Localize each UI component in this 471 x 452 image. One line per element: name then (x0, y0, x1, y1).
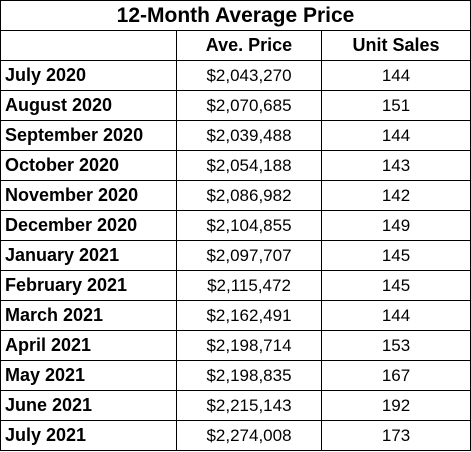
month-cell: May 2021 (0, 360, 177, 391)
unit-sales-cell: 173 (320, 420, 471, 451)
title-row: 12-Month Average Price (0, 0, 471, 31)
ave-price-column-header: Ave. Price (176, 30, 322, 61)
month-column-header (0, 30, 177, 61)
table-row: May 2021 $2,198,835 167 (0, 360, 471, 391)
unit-sales-cell: 144 (320, 60, 471, 91)
unit-sales-column-header: Unit Sales (320, 30, 471, 61)
ave-price-cell: $2,097,707 (176, 240, 322, 271)
table-row: December 2020 $2,104,855 149 (0, 210, 471, 241)
table-row: July 2020 $2,043,270 144 (0, 60, 471, 91)
table-row: September 2020 $2,039,488 144 (0, 120, 471, 151)
ave-price-cell: $2,086,982 (176, 180, 322, 211)
month-cell: January 2021 (0, 240, 177, 271)
month-cell: March 2021 (0, 300, 177, 331)
ave-price-cell: $2,039,488 (176, 120, 322, 151)
month-cell: November 2020 (0, 180, 177, 211)
unit-sales-cell: 144 (320, 300, 471, 331)
month-cell: August 2020 (0, 90, 177, 121)
ave-price-cell: $2,274,008 (176, 420, 322, 451)
table-row: April 2021 $2,198,714 153 (0, 330, 471, 361)
ave-price-cell: $2,198,714 (176, 330, 322, 361)
ave-price-cell: $2,043,270 (176, 60, 322, 91)
ave-price-cell: $2,115,472 (176, 270, 322, 301)
month-cell: June 2021 (0, 390, 177, 421)
header-row: Ave. Price Unit Sales (0, 30, 471, 61)
month-cell: July 2021 (0, 420, 177, 451)
ave-price-cell: $2,054,188 (176, 150, 322, 181)
ave-price-cell: $2,104,855 (176, 210, 322, 241)
unit-sales-cell: 151 (320, 90, 471, 121)
ave-price-cell: $2,198,835 (176, 360, 322, 391)
table-row: October 2020 $2,054,188 143 (0, 150, 471, 181)
unit-sales-cell: 153 (320, 330, 471, 361)
ave-price-cell: $2,070,685 (176, 90, 322, 121)
unit-sales-cell: 167 (320, 360, 471, 391)
unit-sales-cell: 142 (320, 180, 471, 211)
unit-sales-cell: 144 (320, 120, 471, 151)
table-row: February 2021 $2,115,472 145 (0, 270, 471, 301)
table-row: August 2020 $2,070,685 151 (0, 90, 471, 121)
table-row: July 2021 $2,274,008 173 (0, 420, 471, 451)
table-row: March 2021 $2,162,491 144 (0, 300, 471, 331)
unit-sales-cell: 143 (320, 150, 471, 181)
month-cell: October 2020 (0, 150, 177, 181)
table-row: June 2021 $2,215,143 192 (0, 390, 471, 421)
unit-sales-cell: 145 (320, 270, 471, 301)
table-title: 12-Month Average Price (0, 0, 471, 31)
table-body: July 2020 $2,043,270 144 August 2020 $2,070,… (0, 60, 471, 451)
ave-price-cell: $2,215,143 (176, 390, 322, 421)
month-cell: July 2020 (0, 60, 177, 91)
month-cell: December 2020 (0, 210, 177, 241)
table-row: January 2021 $2,097,707 145 (0, 240, 471, 271)
unit-sales-cell: 192 (320, 390, 471, 421)
unit-sales-cell: 145 (320, 240, 471, 271)
table-row: November 2020 $2,086,982 142 (0, 180, 471, 211)
month-cell: September 2020 (0, 120, 177, 151)
month-cell: February 2021 (0, 270, 177, 301)
unit-sales-cell: 149 (320, 210, 471, 241)
month-cell: April 2021 (0, 330, 177, 361)
ave-price-cell: $2,162,491 (176, 300, 322, 331)
